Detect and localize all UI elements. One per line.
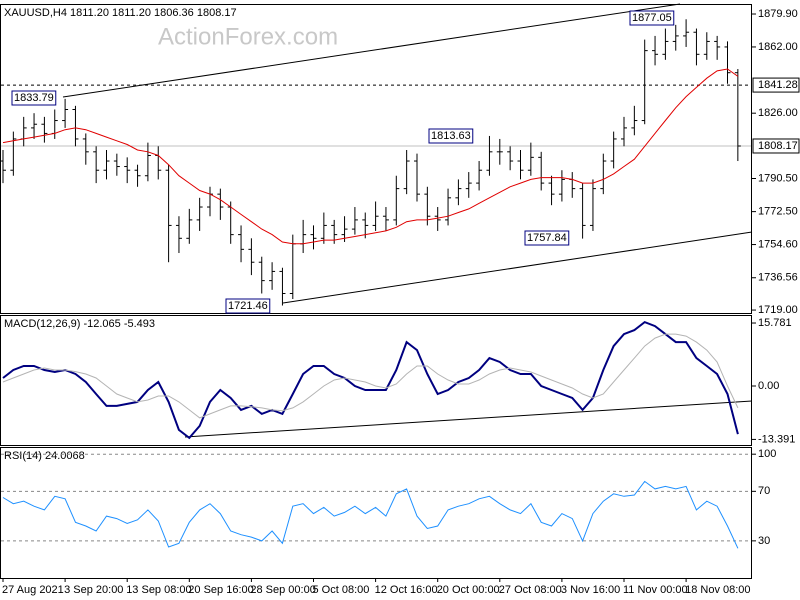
annotation-label: 1757.84	[527, 232, 567, 244]
x-tick-label: 5 Oct 08:00	[313, 584, 370, 596]
x-tick-label: 18 Nov 08:00	[685, 584, 750, 596]
annotation-box	[428, 128, 474, 144]
y-tick-label: 30	[758, 535, 770, 547]
series-line	[2, 480, 739, 549]
series-line	[2, 320, 739, 440]
y-tick-label: 1736.56	[758, 272, 798, 284]
x-tick-label: 3 Nov 16:00	[561, 584, 620, 596]
annotation-box	[11, 90, 57, 106]
watermark: ActionForex.com	[158, 23, 338, 50]
price-panel	[0, 4, 752, 314]
series-line	[2, 68, 739, 245]
trend-line	[62, 3, 681, 98]
y-tick-label: 1862.00	[758, 41, 798, 53]
price-box	[752, 138, 800, 154]
y-tick-label: 1772.50	[758, 206, 798, 218]
x-tick-label: 3 Sep 20:00	[64, 584, 123, 596]
y-tick-label: 100	[758, 448, 776, 460]
panel-title: MACD(12,26,9) -12.065 -5.493	[4, 318, 155, 330]
price-box	[752, 77, 800, 93]
x-tick-label: 20 Sep 16:00	[188, 584, 253, 596]
y-tick-label: 1826.00	[758, 107, 798, 119]
y-tick-label: 0.00	[758, 380, 779, 392]
annotation-box	[629, 10, 675, 26]
annotation-label: 1813.63	[431, 130, 471, 142]
annotation-box	[225, 298, 271, 314]
trend-line	[282, 231, 753, 304]
x-tick-label: 28 Sep 00:00	[250, 584, 315, 596]
y-tick-label: 1719.00	[758, 304, 798, 316]
annotation-label: 1877.05	[632, 12, 672, 24]
panel-title: RSI(14) 24.0068	[4, 450, 85, 462]
annotation-label: 1833.79	[14, 92, 54, 104]
x-tick-label: 27 Aug 2021	[2, 584, 64, 596]
y-tick-label: 70	[758, 485, 770, 497]
y-tick-label: 1879.90	[758, 8, 798, 20]
x-tick-label: 13 Sep 08:00	[126, 584, 191, 596]
panel-title: XAUUSD,H4 1811.20 1811.20 1806.36 1808.1…	[4, 7, 237, 19]
annotation-label: 1721.46	[228, 300, 268, 312]
price-label: 1808.17	[758, 140, 798, 152]
y-tick-label: 1790.50	[758, 172, 798, 184]
price-label: 1841.28	[758, 79, 798, 91]
y-tick-label: -13.391	[758, 433, 795, 445]
x-tick-label: 27 Oct 08:00	[499, 584, 562, 596]
x-tick-label: 11 Nov 00:00	[623, 584, 688, 596]
x-tick-label: 20 Oct 00:00	[437, 584, 500, 596]
trend-line	[184, 400, 753, 438]
macd-panel	[0, 315, 752, 446]
x-tick-label: 12 Oct 16:00	[375, 584, 438, 596]
series-line	[2, 333, 739, 419]
y-tick-label: 1754.60	[758, 238, 798, 250]
annotation-box	[524, 230, 570, 246]
y-tick-label: 15.781	[758, 317, 792, 329]
